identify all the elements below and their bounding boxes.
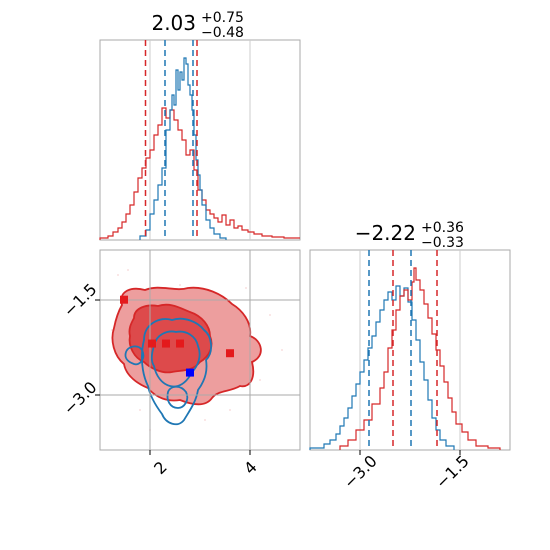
joint-marker xyxy=(226,349,234,358)
scatter-point xyxy=(127,269,129,271)
joint-x-tick-label: 4 xyxy=(240,457,261,478)
contour-blue-blob xyxy=(124,345,145,366)
marginal-x-title-value: 2.03 xyxy=(151,11,196,35)
scatter-point xyxy=(245,287,247,289)
scatter-point xyxy=(269,314,271,316)
scatter-point xyxy=(229,409,231,411)
marginal-y-hist-red xyxy=(339,267,501,450)
marginal-x-title-plus: +0.75 xyxy=(201,10,244,26)
marginal-y-title-plus: +0.36 xyxy=(421,220,464,236)
marginal-y-frame xyxy=(309,249,511,451)
marginal-x-title-minus: −0.48 xyxy=(201,25,244,41)
joint-scatter-points xyxy=(111,269,283,431)
joint-marker xyxy=(176,339,184,348)
marginal-x-hist-blue xyxy=(139,57,227,240)
marginal-y-title-minus: −0.33 xyxy=(421,235,464,251)
marginal-y-tick-label: −1.5 xyxy=(432,451,473,492)
scatter-point xyxy=(139,409,141,411)
scatter-point xyxy=(259,379,261,381)
marginal-y-hist-blue xyxy=(309,285,455,450)
scatter-point xyxy=(204,419,206,421)
marginal-y-tick-label: −3.0 xyxy=(340,451,381,492)
joint-marker xyxy=(162,339,170,348)
joint-markers xyxy=(120,295,234,377)
joint-marker xyxy=(148,339,156,348)
joint-panel: 2 4 −1.5 −3.0 xyxy=(60,249,301,478)
joint-y-tick-label: −3.0 xyxy=(60,378,101,419)
scatter-point xyxy=(117,274,119,276)
joint-marker xyxy=(186,368,194,377)
scatter-point xyxy=(281,349,283,351)
marginal-y-panel: −2.22 +0.36 −0.33 −3.0 −1.5 xyxy=(309,220,511,492)
joint-marker xyxy=(120,295,128,304)
joint-x-tick-label: 2 xyxy=(150,457,171,478)
contour-blue-blob xyxy=(166,385,189,409)
marginal-x-panel: 2.03 +0.75 −0.48 xyxy=(99,10,301,241)
marginal-x-hist-red xyxy=(99,107,300,240)
marginal-y-title-value: −2.22 xyxy=(355,221,416,245)
joint-y-tick-label: −1.5 xyxy=(60,280,101,321)
marginal-x-frame xyxy=(99,39,301,241)
scatter-point xyxy=(179,284,181,286)
